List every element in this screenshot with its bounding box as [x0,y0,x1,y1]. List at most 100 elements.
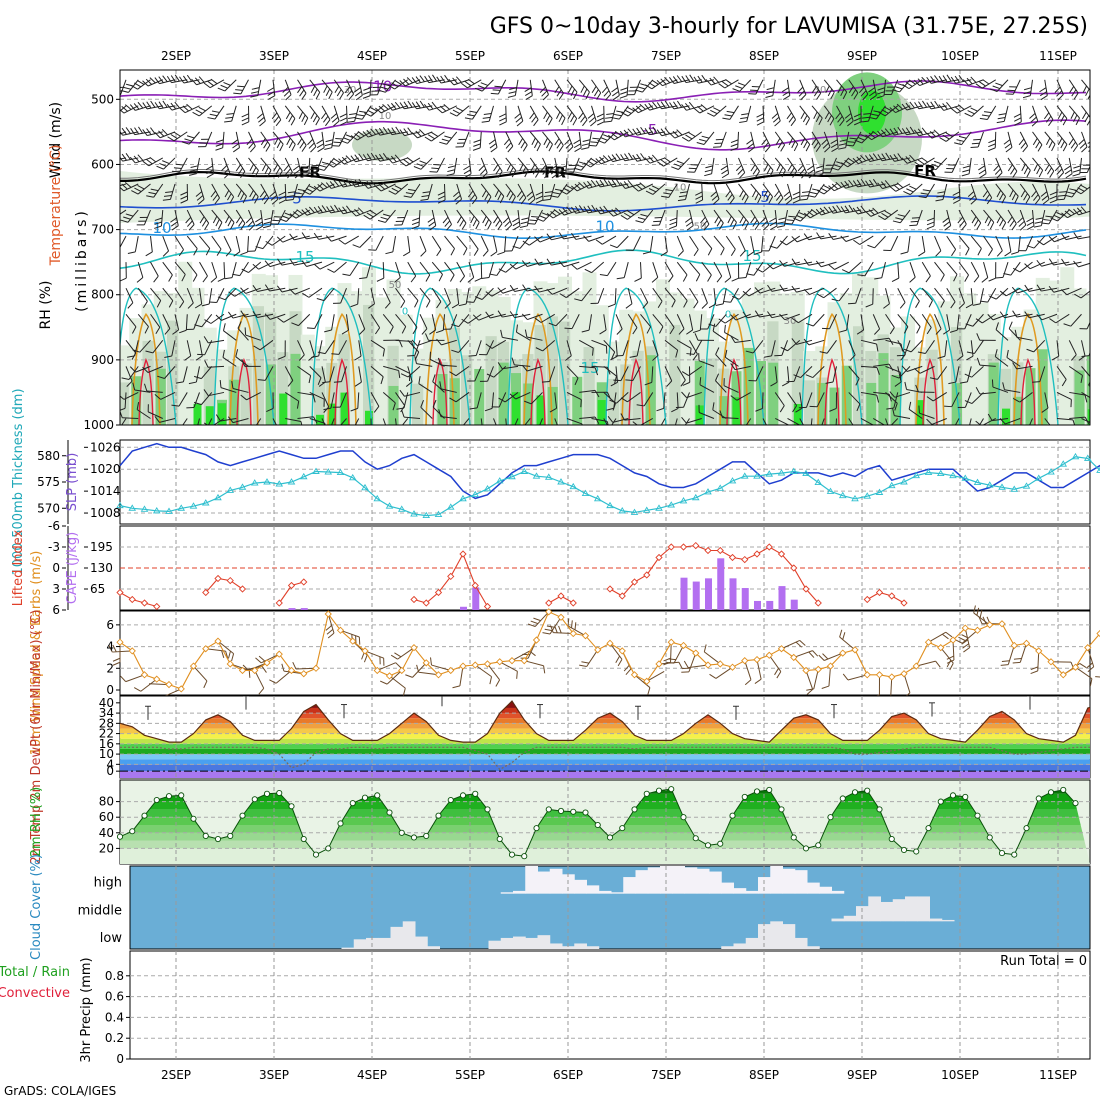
precip-panel: 0.80.60.40.20 Run Total = 0 Total / Rain… [0,951,1090,1066]
rh-marker [975,813,980,818]
tick-label: 1000 [83,418,114,432]
rh-marker [730,813,735,818]
cloud-bar-middle [930,919,943,922]
wind-barb-flag [527,224,535,225]
contour-label: 10 [595,218,614,236]
rh-marker [669,787,674,792]
cloud-bar-high [746,891,759,894]
rh-marker [399,830,404,835]
rh-shading-90 [537,395,545,425]
wind-barb-flag [114,180,119,186]
cloud-level-label: middle [78,903,122,918]
rh-marker [767,787,772,792]
rh-marker [497,836,502,841]
cloud-bar-middle [893,899,906,921]
tick-label: 0.4 [105,1010,124,1024]
rh-marker [595,822,600,827]
wind-barb-flag [493,90,501,91]
wind-barb-flag [885,434,891,439]
wind-barb-flag [249,670,250,678]
rh-marker [191,816,196,821]
bottom-date-9: 11SEP [1039,1068,1077,1082]
wind-barb-flag [106,215,112,219]
rh-marker [1036,796,1041,801]
wind-barb-flag [828,434,835,437]
rh-shading-70 [879,353,889,425]
ylabel-convective: Convective [0,986,70,1001]
tick-label: 4 [106,640,114,654]
rh-marker [473,791,478,796]
wind-barb-flag [477,434,484,438]
wind-barb-flag [592,138,600,139]
rh-marker [460,793,465,798]
cape-bar [754,601,761,610]
wind-barb-flag [607,432,612,438]
cloud-bar-high [685,867,698,893]
wind-barb [1094,366,1096,382]
wind-barb-flag [944,432,952,433]
wind-barb-flag [886,427,887,435]
rh-band [120,833,1090,841]
rh-marker [1024,826,1029,831]
cape-bar [705,578,712,610]
tick-label: 2 [106,661,114,675]
cloud-bar-low [734,943,747,949]
temp-band [120,771,1090,778]
rh-marker [742,794,747,799]
cloud-bar-low [587,946,600,949]
wind-barb-flag [430,172,438,173]
rh-marker [1073,801,1078,806]
cape-bar [693,582,700,610]
wind-barb-flag [245,327,246,335]
tick-label: 6 [106,618,114,632]
cloud-bar-low [807,946,820,949]
cloud-bar-high [599,891,612,894]
cloud-level-label: low [100,931,123,946]
wind-barb-flag [111,249,119,250]
temp-band [120,764,1090,771]
wind-barb-flag [110,110,117,113]
rh-marker [865,788,870,793]
top-date-6: 8SEP [749,49,779,63]
cape-bar [717,558,724,610]
wind-barb-flag [113,662,120,665]
ylabel-cape: CAPE (J/kg) [65,532,80,604]
wind-barb [224,262,225,278]
rh-marker [987,835,992,840]
wind-barb-flag [272,220,280,221]
rh-marker [877,807,882,812]
cloud-bar-low [795,938,808,949]
cape-bar [301,608,308,610]
cloud-bar-high [538,872,551,894]
wind-barb-flag [995,277,1003,278]
cloud-bar-high [770,866,783,894]
rh-marker [681,815,686,820]
rh-shading-70 [389,386,399,425]
wind-barb-flag [174,168,182,169]
tick-label: 1008 [90,506,121,520]
wind-barb [1094,132,1095,148]
wind-barb-flag [274,217,282,218]
cloud-bar-low [746,938,759,949]
wind-barb-flag [344,432,352,433]
wind-barb-flag [276,433,281,439]
cloud-bar-high [574,880,587,894]
wind-barb-flag [1095,86,1099,93]
cloud-bar-middle [881,902,894,921]
wind-barb-flag [513,429,520,431]
cloud-bar-high [819,887,832,894]
wind-barb-flag [531,216,539,217]
cloud-level-label: high [94,876,122,891]
wind-barb-flag [625,380,633,381]
ylabel-total-rain: Total / Rain [0,965,70,980]
bottom-date-7: 9SEP [847,1068,877,1082]
temp-band [120,754,1090,759]
wind-barb-flag [331,354,339,355]
rh-marker [999,850,1004,855]
wind-barb-flag [1092,434,1098,439]
cloud-bar-low [489,941,502,949]
